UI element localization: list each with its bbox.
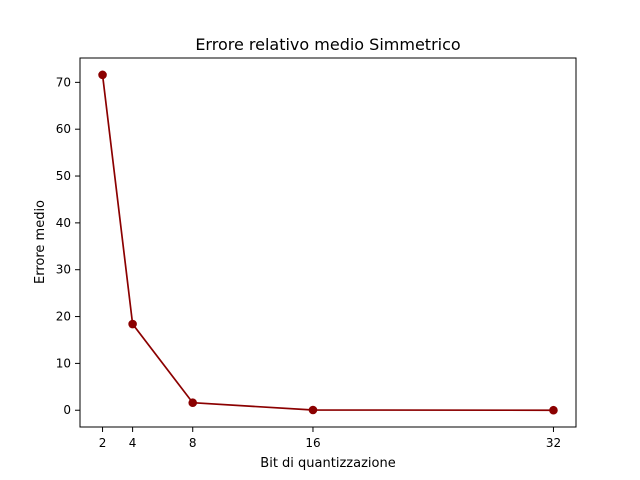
- data-point: [98, 70, 107, 80]
- y-tick-label: 10: [56, 356, 71, 370]
- y-tick-label: 0: [63, 403, 71, 417]
- y-tick-label: 20: [56, 310, 71, 324]
- chart-title: Errore relativo medio Simmetrico: [195, 35, 460, 54]
- x-tick-label: 32: [546, 436, 561, 450]
- x-tick-label: 8: [189, 436, 197, 450]
- y-axis-label: Errore medio: [33, 200, 48, 284]
- x-tick-label: 2: [99, 436, 107, 450]
- data-point: [549, 405, 558, 415]
- data-point: [128, 319, 137, 329]
- data-point: [188, 398, 198, 408]
- x-tick-label: 16: [305, 436, 320, 450]
- y-tick-label: 40: [56, 216, 71, 230]
- series-layer: [98, 70, 558, 415]
- x-axis-label: Bit di quantizzazione: [260, 456, 395, 471]
- y-tick-label: 30: [56, 263, 71, 277]
- plot-area: [80, 58, 576, 427]
- y-tick-label: 50: [56, 169, 71, 183]
- ticks-layer: 2 4 8 16 32 0 10 20 30 40 50 60 70: [56, 75, 561, 450]
- y-tick-label: 70: [56, 75, 71, 89]
- y-tick-label: 60: [56, 122, 71, 136]
- x-tick-label: 4: [129, 436, 137, 450]
- plot-frame: [79, 57, 577, 428]
- data-point: [308, 405, 318, 415]
